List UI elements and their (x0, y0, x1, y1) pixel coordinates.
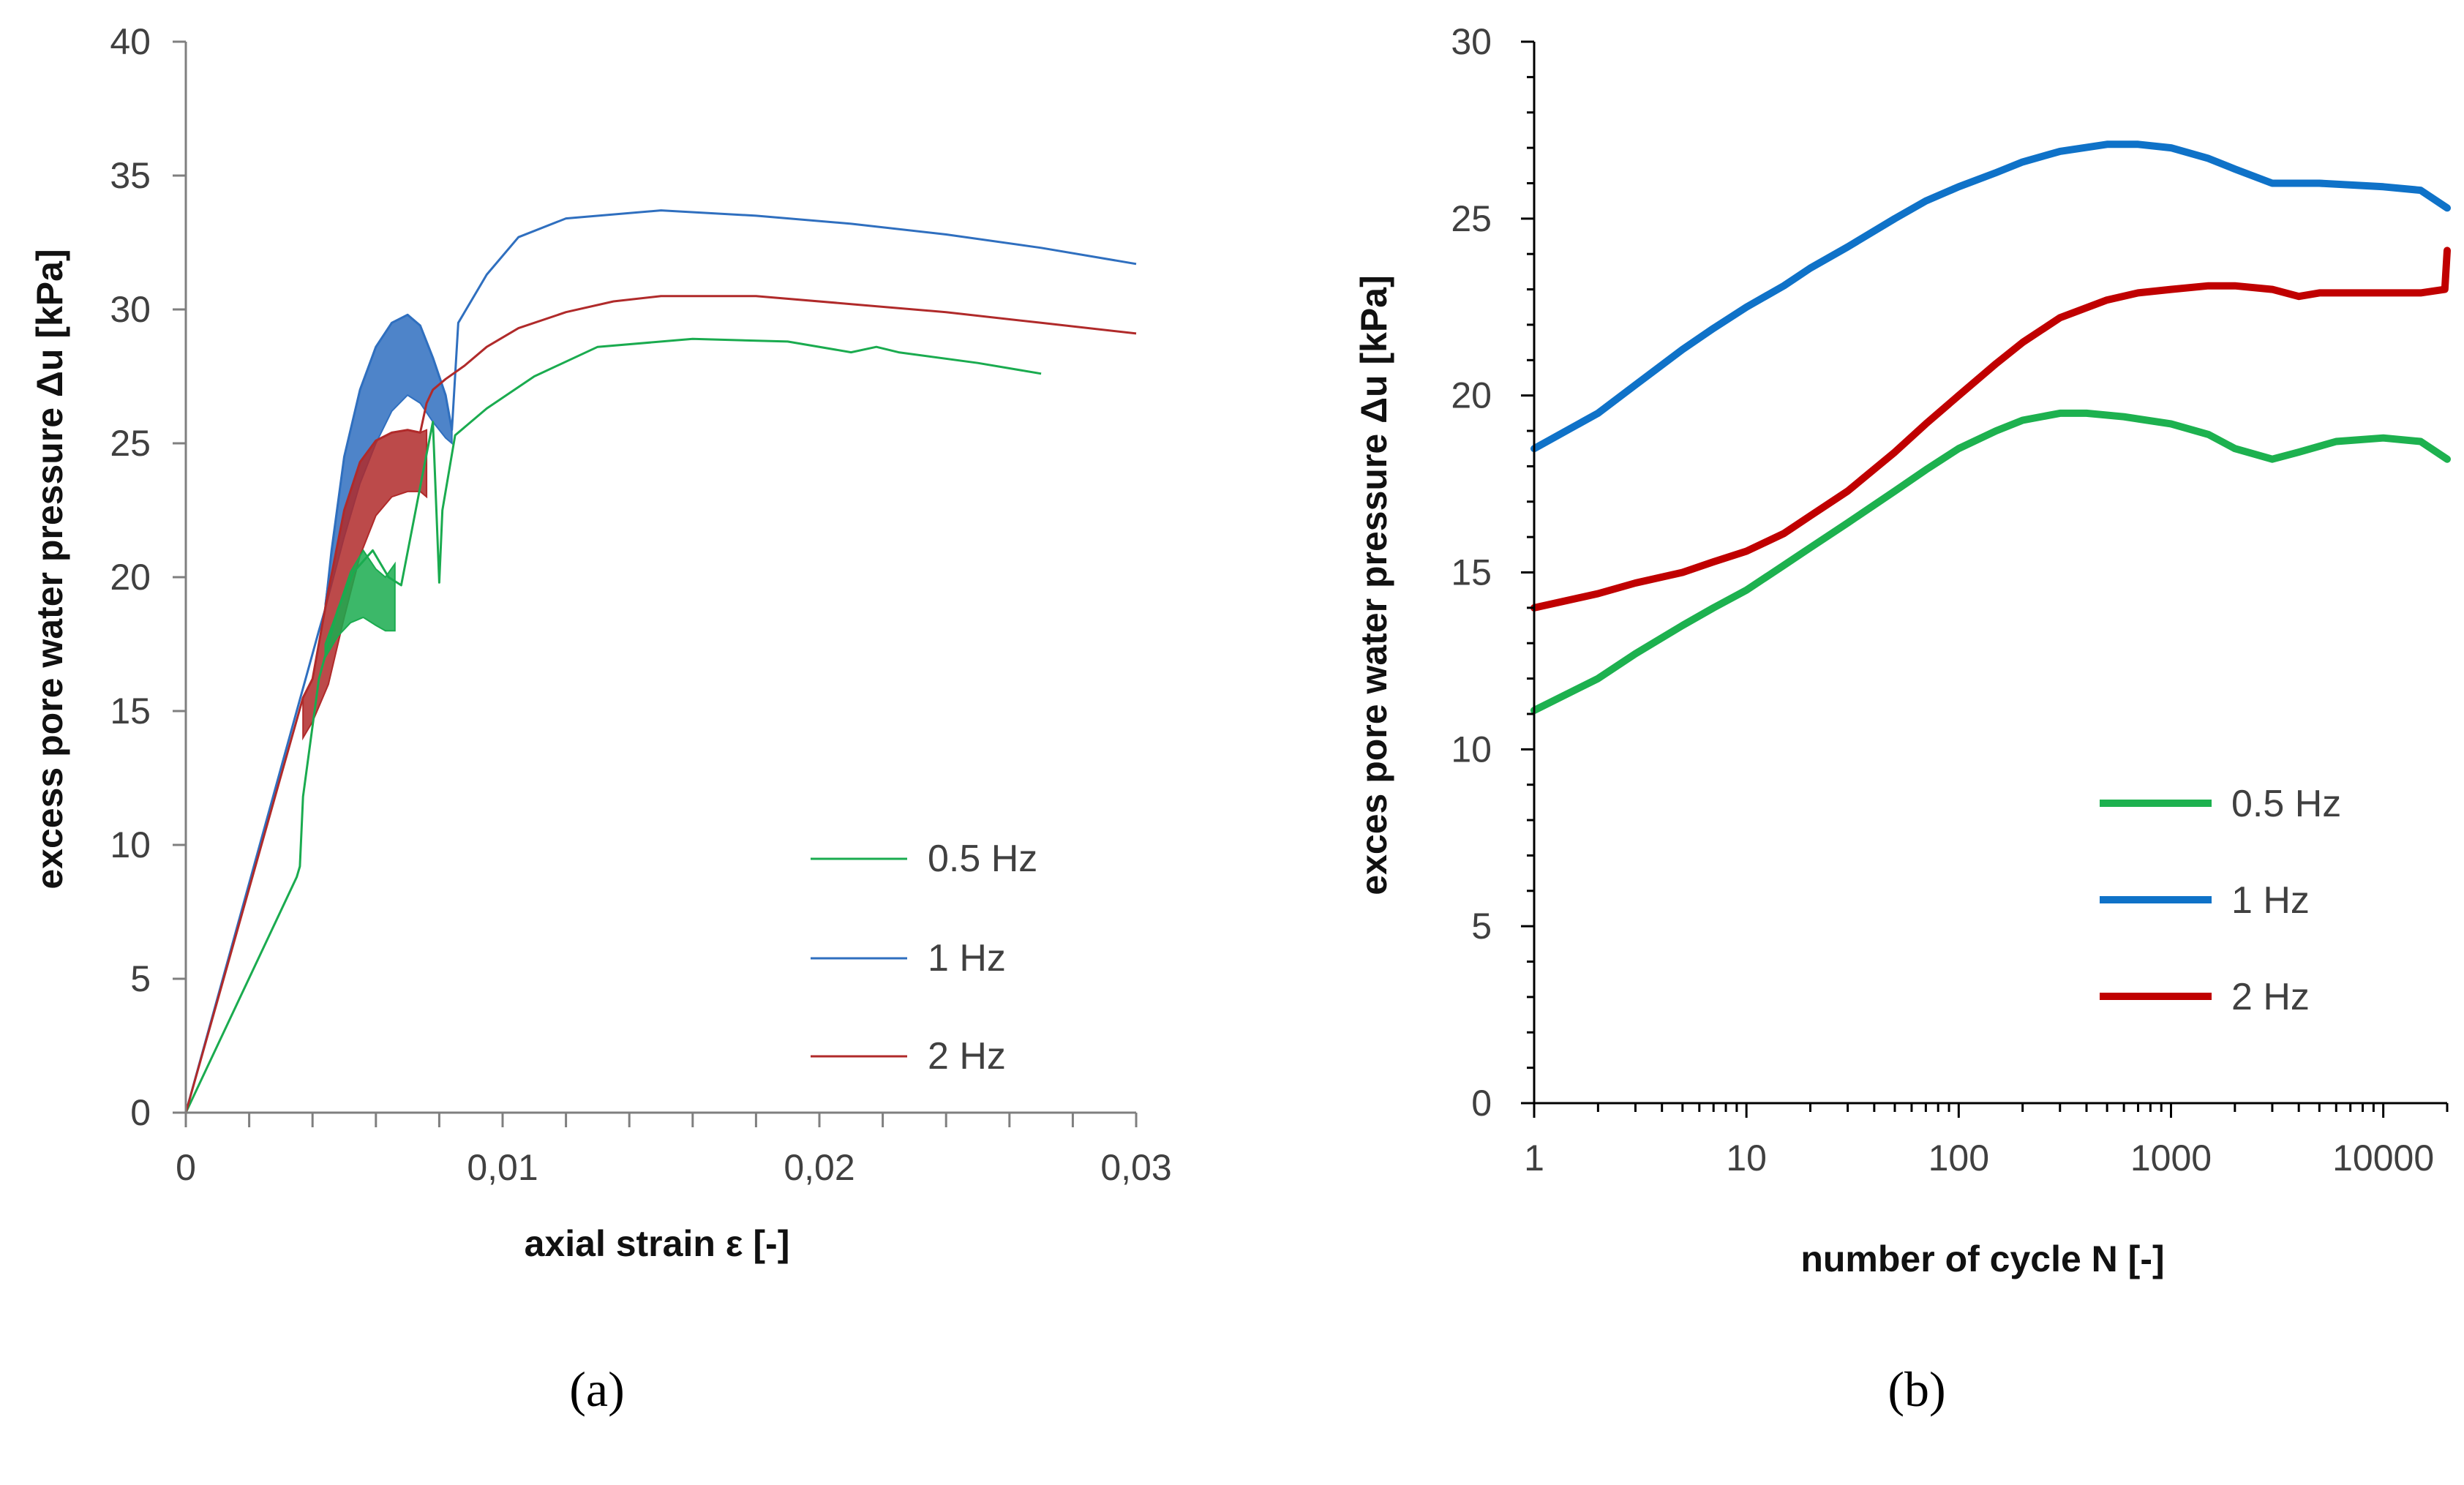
chart-b-ytick-label: 10 (1451, 729, 1492, 770)
chart-b-xlabel: number of cycle N [-] (1800, 1238, 2164, 1279)
chart-a-xtick-label: 0 (176, 1147, 196, 1188)
chart-a-ytick-label: 20 (110, 557, 151, 598)
chart-b-xtick-label: 10 (1726, 1138, 1767, 1178)
chart-b-ytick-label: 25 (1451, 198, 1492, 239)
chart-a-xtick-label: 0,03 (1100, 1147, 1171, 1188)
chart-a-legend-label: 1 Hz (928, 937, 1006, 980)
chart-a-legend-label: 0.5 Hz (928, 838, 1037, 880)
chart-a-ytick-label: 40 (110, 21, 151, 62)
chart-b-series-1-hz (1530, 140, 2451, 453)
chart-b-xtick-label: 100 (1928, 1138, 1989, 1178)
chart-b-legend-label: 2 Hz (2231, 976, 2310, 1018)
chart-a-series-2-hz (184, 295, 1137, 1113)
chart-a-ytick-label: 0 (130, 1092, 151, 1133)
chart-b-ytick-label: 30 (1451, 21, 1492, 62)
chart-a-xtick-label: 0,01 (467, 1147, 538, 1188)
chart-b-legend-label: 1 Hz (2231, 879, 2310, 922)
chart-b-ylabel: exces pore water pressure Δu [kPa] (1353, 275, 1394, 895)
chart-b-series-2-hz (1530, 247, 2451, 612)
chart-a-ytick-label: 30 (110, 289, 151, 330)
chart-b-legend-label: 0.5 Hz (2231, 783, 2341, 825)
chart-b-ytick-label: 20 (1451, 375, 1492, 416)
chart-b-series-0-5-hz (1530, 409, 2451, 715)
chart-a-series-1-hz (184, 209, 1137, 1113)
chart-a-series-0-5-hz (184, 337, 1042, 1113)
chart-a-band-0-5-hz (324, 549, 396, 661)
panel-a-label: (a) (569, 1361, 624, 1417)
chart-b: 0 5 10 15 20 25 30 1 10 100 1000 10000 0.5 Hz 1 Hz 2 … (1353, 21, 2451, 1417)
chart-a: 0 5 10 15 20 25 30 35 40 0 0,01 0,02 0,03 0.5 Hz 1 Hz… (29, 21, 1172, 1417)
chart-b-xtick-label: 10000 (2332, 1138, 2434, 1178)
chart-a-ytick-label: 5 (130, 958, 151, 999)
chart-a-legend-label: 2 Hz (928, 1035, 1006, 1078)
chart-b-ytick-label: 5 (1471, 906, 1492, 947)
panel-b-label: (b) (1888, 1361, 1945, 1417)
chart-a-ylabel: excess pore water pressure Δu [kPa] (29, 249, 70, 889)
chart-a-xtick-label: 0,02 (784, 1147, 854, 1188)
chart-b-xtick-label: 1000 (2130, 1138, 2212, 1178)
chart-a-ytick-label: 35 (110, 155, 151, 196)
chart-a-ytick-label: 10 (110, 824, 151, 865)
chart-a-ytick-label: 15 (110, 691, 151, 732)
chart-a-xlabel: axial strain ε [-] (525, 1223, 790, 1264)
chart-a-ytick-label: 25 (110, 423, 151, 464)
chart-b-ytick-label: 15 (1451, 552, 1492, 593)
chart-b-ytick-label: 0 (1471, 1083, 1492, 1124)
chart-b-xtick-label: 1 (1524, 1138, 1544, 1178)
